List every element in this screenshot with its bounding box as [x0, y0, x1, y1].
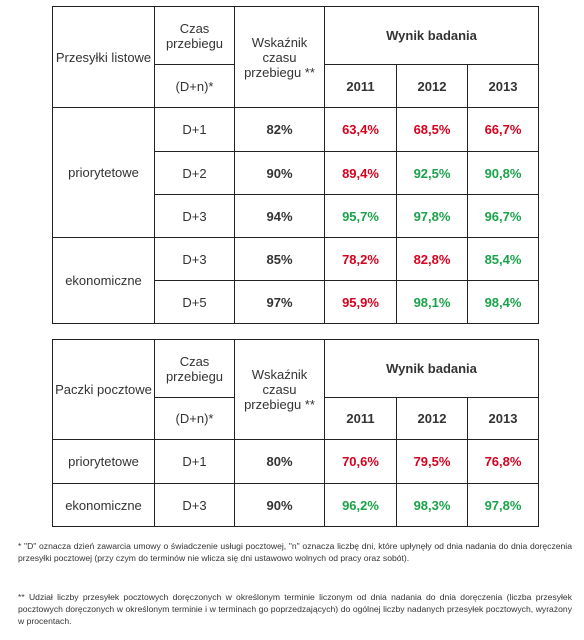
value-cell: 98,1%	[396, 280, 468, 324]
value-cell: 68,5%	[396, 107, 468, 152]
value-cell: 85,4%	[466, 237, 540, 281]
value-cell: 98,4%	[466, 280, 540, 324]
row-time: D+1	[154, 439, 235, 484]
row-indicator: 85%	[234, 237, 325, 281]
value-cell: 95,9%	[324, 280, 397, 324]
header-result: Wynik badania	[323, 339, 540, 398]
row-indicator: 80%	[234, 439, 325, 484]
row-indicator: 82%	[234, 107, 325, 152]
header-indicator: Wskaźnik czasu przebiegu **	[234, 6, 325, 108]
value-cell: 66,7%	[466, 107, 540, 152]
row-time: D+1	[154, 107, 235, 152]
value-cell: 82,8%	[396, 237, 468, 281]
header-time-sub: (D+n)*	[154, 397, 235, 440]
row-time: D+3	[154, 237, 235, 281]
row-time: D+3	[154, 483, 235, 527]
table-letters: Przesyłki listowe Czas przebiegu Wskaźni…	[52, 6, 540, 324]
header-time: Czas przebiegu	[154, 339, 235, 398]
footnote-1-text: * "D" oznacza dzień zawarcia umowy o świ…	[18, 541, 572, 563]
table-parcels: Paczki pocztowe Czas przebiegu Wskaźnik …	[52, 339, 540, 527]
row-name: priorytetowe	[52, 439, 155, 484]
value-cell: 76,8%	[466, 439, 540, 484]
group-name: priorytetowe	[52, 107, 155, 238]
header-year-2011: 2011	[324, 64, 397, 108]
row-indicator: 90%	[234, 483, 325, 527]
footnote-1: * "D" oznacza dzień zawarcia umowy o świ…	[18, 540, 572, 564]
value-cell: 89,4%	[324, 151, 397, 195]
value-cell: 78,2%	[324, 237, 397, 281]
value-cell: 96,7%	[466, 194, 540, 238]
header-time: Czas przebiegu	[154, 6, 235, 65]
header-indicator: Wskaźnik czasu przebiegu **	[234, 339, 325, 440]
row-time: D+5	[154, 280, 235, 324]
group-name: ekonomiczne	[52, 237, 155, 324]
value-cell: 63,4%	[324, 107, 397, 152]
header-time-sub: (D+n)*	[154, 64, 235, 108]
value-cell: 96,2%	[324, 483, 397, 527]
header-result: Wynik badania	[323, 6, 540, 65]
header-year-2011: 2011	[324, 397, 397, 440]
value-cell: 79,5%	[396, 439, 468, 484]
row-time: D+3	[154, 194, 235, 238]
header-year-2013: 2013	[466, 64, 540, 108]
value-cell: 97,8%	[466, 483, 540, 527]
value-cell: 98,3%	[396, 483, 468, 527]
row-indicator: 90%	[234, 151, 325, 195]
header-year-2012: 2012	[396, 397, 468, 440]
value-cell: 95,7%	[324, 194, 397, 238]
row-indicator: 97%	[234, 280, 325, 324]
footnote-2-text: ** Udział liczby przesyłek pocztowych do…	[18, 592, 572, 626]
row-name: ekonomiczne	[52, 483, 155, 527]
value-cell: 97,8%	[396, 194, 468, 238]
header-year-2012: 2012	[396, 64, 468, 108]
value-cell: 92,5%	[396, 151, 468, 195]
value-cell: 70,6%	[324, 439, 397, 484]
header-category: Paczki pocztowe	[52, 339, 155, 440]
header-category: Przesyłki listowe	[52, 6, 155, 108]
row-indicator: 94%	[234, 194, 325, 238]
header-year-2013: 2013	[466, 397, 540, 440]
row-time: D+2	[154, 151, 235, 195]
value-cell: 90,8%	[466, 151, 540, 195]
footnote-2: ** Udział liczby przesyłek pocztowych do…	[18, 591, 572, 627]
